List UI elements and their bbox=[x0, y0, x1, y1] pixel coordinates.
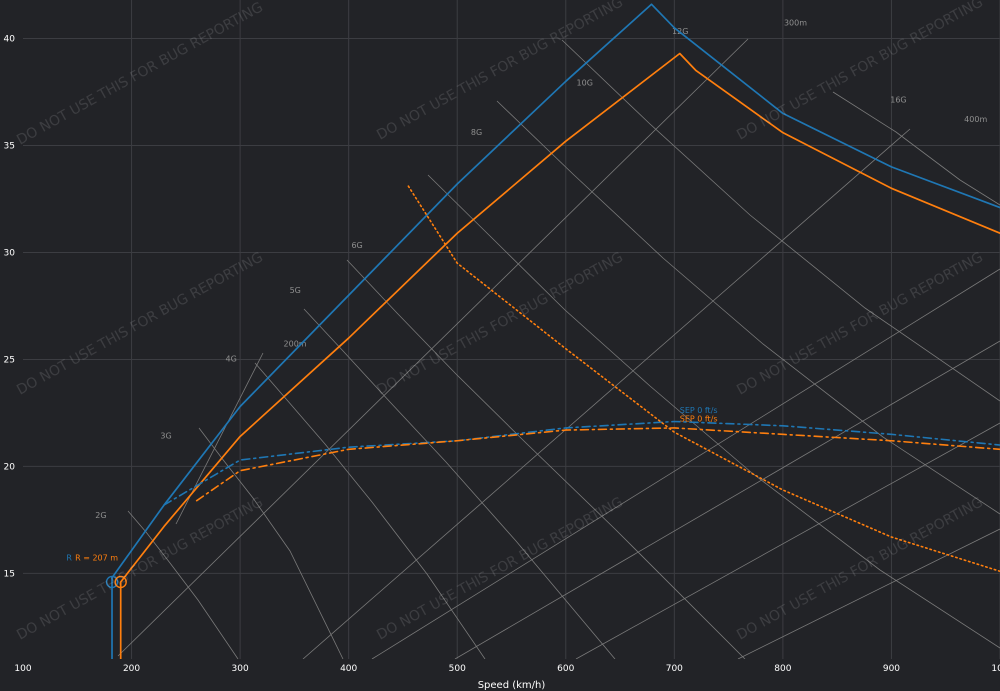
x-axis-title: Speed (km/h) bbox=[478, 680, 546, 691]
x-tick-label: 800 bbox=[774, 664, 791, 674]
g-line-8g bbox=[427, 174, 1000, 649]
x-tick-label: 700 bbox=[666, 664, 683, 674]
g-line-6g bbox=[346, 259, 746, 659]
radius-line-label: 200m bbox=[284, 340, 307, 349]
y-tick-label: 35 bbox=[4, 141, 15, 151]
g-line-label: 10G bbox=[577, 79, 593, 88]
g-line-3g bbox=[198, 427, 344, 659]
g-line-label: 3G bbox=[160, 432, 171, 441]
grid-lines bbox=[23, 0, 1000, 659]
marker bbox=[105, 575, 119, 589]
g-line-label: 4G bbox=[226, 355, 237, 364]
marker bbox=[114, 575, 127, 589]
x-tick-label: 900 bbox=[883, 664, 900, 674]
series-line bbox=[119, 52, 1000, 583]
x-tick-label: 500 bbox=[449, 664, 466, 674]
g-line-label: 5G bbox=[290, 286, 301, 295]
radius-line-label: 400m bbox=[964, 115, 987, 124]
chart-annotation: R = 207 m bbox=[75, 554, 118, 563]
radius-line-ray-b bbox=[454, 340, 1000, 659]
chart-annotation: SEP 0 ft/s bbox=[680, 415, 718, 424]
x-tick-label: 400 bbox=[340, 664, 357, 674]
y-tick-label: 25 bbox=[4, 355, 15, 365]
chart-annotation: R bbox=[66, 554, 72, 563]
y-tick-label: 20 bbox=[4, 462, 16, 472]
series-line bbox=[163, 420, 1000, 506]
x-tick-label: 100 bbox=[991, 664, 1000, 674]
g-line-label: 2G bbox=[95, 511, 106, 520]
radius-line-ray-d bbox=[737, 528, 1000, 659]
series-lines bbox=[111, 3, 1000, 659]
g-line-12g bbox=[561, 39, 1000, 402]
x-tick-label: 300 bbox=[232, 664, 249, 674]
radius-line-400m bbox=[302, 128, 911, 659]
x-tick-label: 200 bbox=[123, 664, 140, 674]
chart-annotation: SEP 0 ft/s bbox=[680, 406, 718, 415]
x-tick-label: 600 bbox=[557, 664, 574, 674]
g-line-5g bbox=[303, 308, 616, 659]
y-tick-label: 30 bbox=[4, 248, 16, 258]
y-tick-label: 40 bbox=[4, 35, 16, 45]
g-line-16g bbox=[832, 91, 1000, 206]
g-line-label: 8G bbox=[471, 128, 482, 137]
g-line-label: 6G bbox=[351, 241, 362, 250]
series-line bbox=[111, 3, 1000, 579]
overlay-lines bbox=[117, 38, 1000, 659]
series-line bbox=[407, 185, 1000, 573]
g-line-label: 16G bbox=[890, 96, 906, 105]
radius-line-300m bbox=[117, 38, 749, 657]
series-line bbox=[195, 427, 1000, 502]
radius-line-ray-c bbox=[575, 422, 1000, 659]
radius-line-label: 300m bbox=[784, 19, 807, 28]
g-line-4g bbox=[254, 362, 486, 659]
g-line-2g bbox=[127, 510, 239, 659]
x-tick-label: 100 bbox=[14, 664, 31, 674]
radius-line-ray-a bbox=[371, 268, 1000, 659]
y-tick-label: 15 bbox=[4, 569, 15, 579]
